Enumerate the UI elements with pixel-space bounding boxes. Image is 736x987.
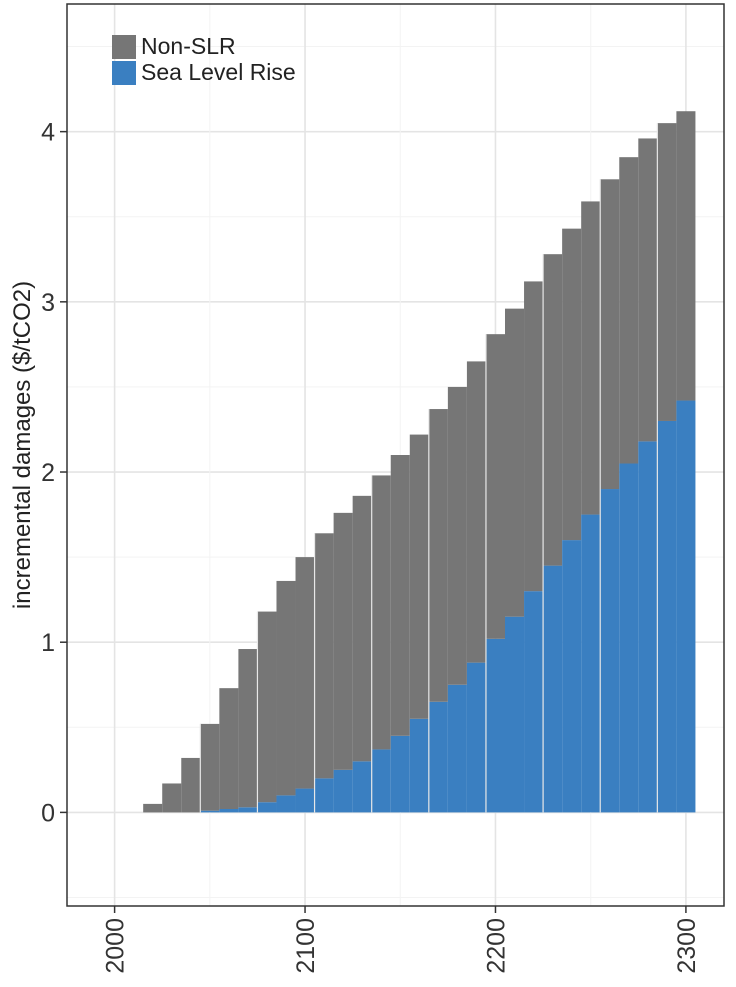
bar-sea-level-rise <box>409 718 429 813</box>
bar-non-slr <box>581 201 601 515</box>
bar-non-slr <box>352 495 372 762</box>
bar-non-slr <box>562 228 582 541</box>
bar-sea-level-rise <box>276 795 296 813</box>
bar-non-slr <box>143 803 163 813</box>
bar-non-slr <box>428 409 448 702</box>
legend-label: Non-SLR <box>141 33 236 59</box>
bar-non-slr <box>238 649 258 808</box>
bar-non-slr <box>485 334 505 639</box>
bar-sea-level-rise <box>352 761 372 813</box>
legend-swatch <box>112 61 136 85</box>
bar-sea-level-rise <box>295 788 315 813</box>
legend-label: Sea Level Rise <box>141 59 296 85</box>
bar-sea-level-rise <box>257 802 277 813</box>
bar-sea-level-rise <box>219 808 239 813</box>
bar-non-slr <box>371 475 391 750</box>
x-tick-label: 2100 <box>292 918 320 974</box>
plot-border <box>66 3 725 907</box>
bar-sea-level-rise <box>390 735 410 813</box>
plot-panel <box>66 3 725 907</box>
bar-non-slr <box>543 254 563 566</box>
bar-non-slr <box>276 580 296 796</box>
y-axis-title: incremental damages ($/tCO2) <box>9 281 36 609</box>
bar-sea-level-rise <box>581 514 601 813</box>
bar-sea-level-rise <box>657 420 677 813</box>
x-tick-label: 2300 <box>673 918 701 974</box>
bar-non-slr <box>600 179 620 490</box>
bar-non-slr <box>314 533 334 779</box>
bar-sea-level-rise <box>447 684 467 813</box>
bar-non-slr <box>505 308 525 617</box>
bar-sea-level-rise <box>562 540 582 813</box>
y-tick-label: 0 <box>41 799 55 827</box>
bar-sea-level-rise <box>314 778 334 813</box>
bar-non-slr <box>447 386 467 685</box>
bar-sea-level-rise <box>466 662 486 813</box>
y-axis: 0 1 2 3 4 <box>41 119 67 827</box>
bar-non-slr <box>181 757 201 813</box>
bar-sea-level-rise <box>428 701 448 813</box>
bar-non-slr <box>676 111 696 401</box>
bar-sea-level-rise <box>524 591 544 813</box>
bar-non-slr <box>619 157 639 464</box>
x-tick-label: 2000 <box>102 918 130 974</box>
x-tick-label: 2200 <box>482 918 510 974</box>
bar-sea-level-rise <box>371 749 391 813</box>
bar-non-slr <box>219 688 239 809</box>
legend-swatch <box>112 35 136 59</box>
bar-non-slr <box>638 138 658 442</box>
bar-sea-level-rise <box>333 769 353 813</box>
bar-non-slr <box>657 123 677 421</box>
bar-non-slr <box>162 783 182 813</box>
bar-sea-level-rise <box>505 616 525 813</box>
bar-non-slr <box>466 361 486 663</box>
bar-non-slr <box>200 723 220 811</box>
bars-group <box>143 111 696 813</box>
bar-non-slr <box>295 557 315 789</box>
bar-sea-level-rise <box>619 463 639 813</box>
y-tick-label: 2 <box>41 459 55 487</box>
y-tick-label: 1 <box>41 629 55 657</box>
bar-sea-level-rise <box>638 441 658 813</box>
bar-non-slr <box>257 611 277 803</box>
bar-sea-level-rise <box>676 400 696 813</box>
bar-sea-level-rise <box>543 565 563 813</box>
bar-sea-level-rise <box>485 638 505 813</box>
y-tick-label: 4 <box>41 119 55 147</box>
bar-non-slr <box>409 434 429 719</box>
bar-sea-level-rise <box>600 489 620 813</box>
y-tick-label: 3 <box>41 289 55 317</box>
bar-sea-level-rise <box>200 810 220 813</box>
bar-non-slr <box>390 455 410 736</box>
bar-non-slr <box>333 512 353 770</box>
bar-non-slr <box>524 281 544 592</box>
x-axis: 2000 2100 2200 2300 <box>102 906 701 974</box>
bar-sea-level-rise <box>238 807 258 813</box>
